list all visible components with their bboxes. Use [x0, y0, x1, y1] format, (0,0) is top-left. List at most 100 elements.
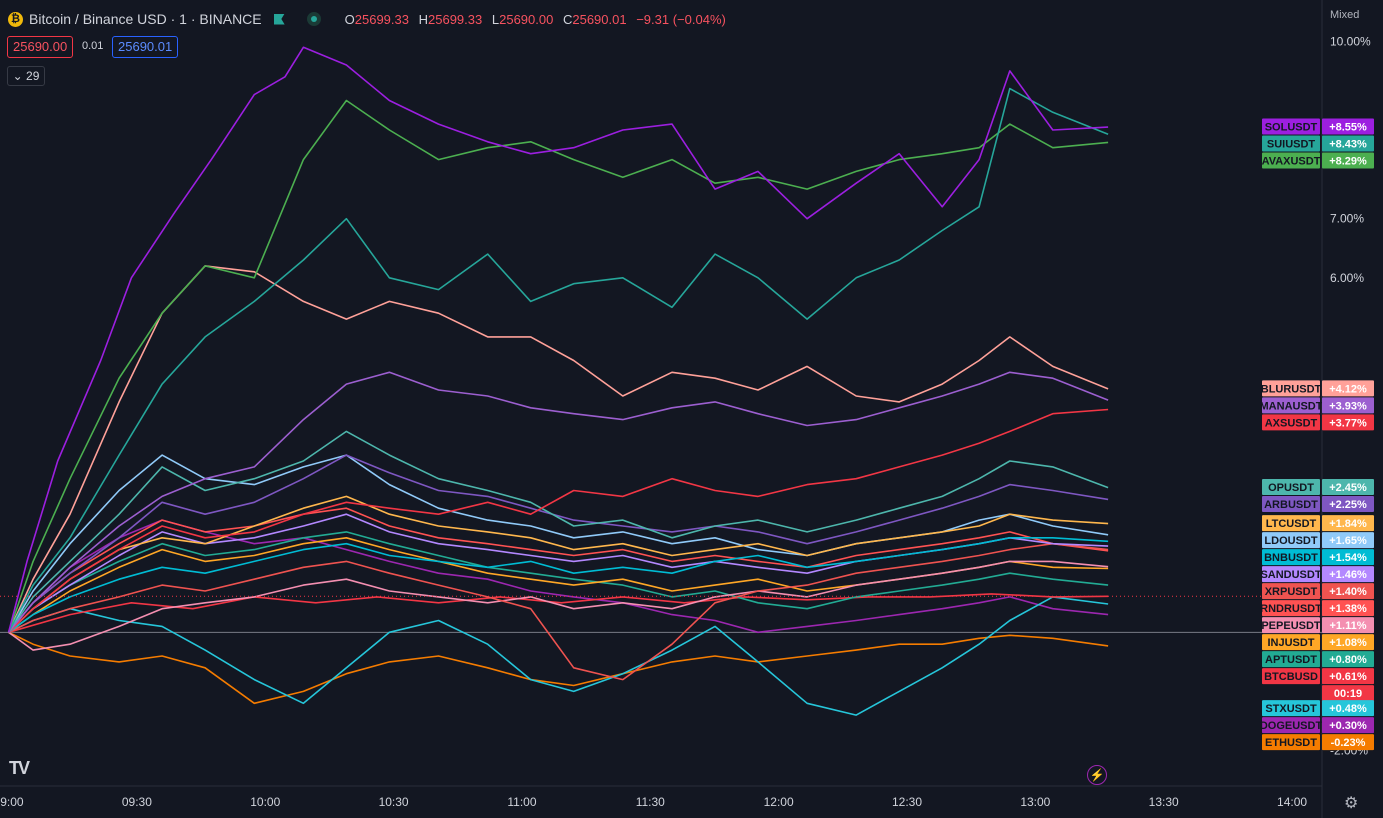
series-value-box-blurusdt	[1322, 380, 1374, 397]
scale-mode-label[interactable]: Mixed	[1330, 9, 1360, 21]
series-value-blurusdt: +4.12%	[1329, 383, 1367, 395]
series-value-axsusdt: +3.77%	[1329, 417, 1367, 429]
series-name-rndrusdt[interactable]: RNDRUSDT	[1260, 603, 1322, 615]
series-name-box-ethusdt[interactable]	[1262, 734, 1320, 751]
series-name-suiusdt[interactable]: SUIUSDT	[1267, 139, 1316, 151]
series-name-blurusdt[interactable]: BLURUSDT	[1261, 383, 1322, 395]
series-line-axsusdt[interactable]	[8, 408, 1109, 633]
series-line-ethusdt[interactable]	[8, 631, 1109, 705]
series-value-avaxusdt: +8.29%	[1329, 156, 1367, 168]
series-name-box-ltcusdt[interactable]	[1262, 515, 1320, 532]
series-name-box-axsusdt[interactable]	[1262, 414, 1320, 431]
series-line-ltcusdt[interactable]	[8, 495, 1109, 633]
series-value-box-rndrusdt	[1322, 600, 1374, 617]
series-name-box-ldousdt[interactable]	[1262, 532, 1320, 549]
series-line-suiusdt[interactable]	[7, 87, 1109, 633]
series-name-xrpusdt[interactable]: XRPUSDT	[1265, 586, 1318, 598]
series-value-rndrusdt: +1.38%	[1329, 603, 1367, 615]
series-line-btcbusd[interactable]	[8, 593, 1109, 634]
market-status-icon	[306, 12, 321, 26]
series-line-solusdt[interactable]	[7, 46, 1109, 633]
series-value-aptusdt: +0.80%	[1329, 654, 1367, 666]
flag-icon[interactable]	[273, 13, 285, 25]
gear-icon[interactable]: ⚙	[1344, 795, 1359, 812]
series-value-box-bnbusdt	[1322, 549, 1374, 566]
series-name-box-pepeusdt[interactable]	[1262, 617, 1320, 634]
series-name-box-rndrusdt[interactable]	[1262, 600, 1320, 617]
series-name-dogeusdt[interactable]: DOGEUSDT	[1260, 720, 1323, 732]
series-name-bnbusdt[interactable]: BNBUSDT	[1264, 552, 1318, 564]
lightning-icon[interactable]: ⚡	[1087, 765, 1107, 785]
series-name-box-manausdt[interactable]	[1262, 397, 1320, 414]
series-name-box-suiusdt[interactable]	[1262, 135, 1320, 152]
series-value-box-stxusdt	[1322, 700, 1374, 717]
series-line-manausdt[interactable]	[7, 371, 1109, 633]
series-value-xrpusdt: +1.40%	[1329, 586, 1367, 598]
series-name-box-avaxusdt[interactable]	[1262, 152, 1320, 169]
series-name-ltcusdt[interactable]: LTCUSDT	[1266, 518, 1317, 530]
series-value-box-ldousdt	[1322, 532, 1374, 549]
series-line-bnbusdt[interactable]	[8, 536, 1109, 633]
series-value-ethusdt: -0.23%	[1331, 737, 1366, 749]
series-line-pepeusdt[interactable]	[8, 560, 1109, 651]
series-value-box-arbusdt	[1322, 496, 1374, 513]
series-name-axsusdt[interactable]: AXSUSDT	[1265, 417, 1318, 429]
series-name-sandusdt[interactable]: SANDUSDT	[1260, 569, 1321, 581]
tradingview-logo-icon[interactable]: TV	[9, 758, 30, 778]
series-name-avaxusdt[interactable]: AVAXUSDT	[1262, 156, 1321, 168]
series-name-box-bnbusdt[interactable]	[1262, 549, 1320, 566]
series-name-injusdt[interactable]: INJUSDT	[1267, 637, 1314, 649]
plot-area[interactable]	[0, 0, 1322, 786]
symbol-header: ₿ Bitcoin / Binance USD · 1 · BINANCE O2…	[8, 9, 732, 29]
series-value-box-injusdt	[1322, 634, 1374, 651]
series-name-solusdt[interactable]: SOLUSDT	[1265, 122, 1318, 134]
series-value-bnbusdt: +1.54%	[1329, 552, 1367, 564]
series-line-opusdt[interactable]	[7, 430, 1109, 633]
x-tick-label: 13:00	[1020, 795, 1050, 809]
series-name-box-solusdt[interactable]	[1262, 118, 1320, 135]
series-name-arbusdt[interactable]: ARBUSDT	[1264, 499, 1318, 511]
series-name-ldousdt[interactable]: LDOUSDT	[1264, 535, 1317, 547]
x-tick-label: 13:30	[1149, 795, 1179, 809]
series-name-opusdt[interactable]: OPUSDT	[1268, 482, 1314, 494]
bar-countdown-box	[1322, 685, 1374, 702]
series-value-sandusdt: +1.46%	[1329, 569, 1367, 581]
series-name-box-arbusdt[interactable]	[1262, 496, 1320, 513]
sell-price-button[interactable]: 25690.00	[7, 36, 74, 58]
buy-price-button[interactable]: 25690.01	[112, 36, 179, 58]
series-name-ethusdt[interactable]: ETHUSDT	[1265, 737, 1317, 749]
series-line-stxusdt[interactable]	[8, 596, 1109, 716]
series-name-box-xrpusdt[interactable]	[1262, 583, 1320, 600]
series-name-box-btcbusd[interactable]	[1262, 668, 1320, 685]
series-value-box-aptusdt	[1322, 651, 1374, 668]
series-name-box-injusdt[interactable]	[1262, 634, 1320, 651]
series-name-manausdt[interactable]: MANAUSDT	[1260, 400, 1323, 412]
series-line-aptusdt[interactable]	[8, 531, 1109, 633]
indicators-collapse-button[interactable]: ⌄ 29	[7, 66, 45, 86]
series-name-box-sandusdt[interactable]	[1262, 566, 1320, 583]
ohlc-values: O25699.33 H25699.33 L25690.00 C25690.01 …	[344, 11, 726, 27]
series-name-stxusdt[interactable]: STXUSDT	[1265, 703, 1317, 715]
series-name-pepeusdt[interactable]: PEPEUSDT	[1261, 620, 1321, 632]
series-name-btcbusd[interactable]: BTCBUSD	[1264, 671, 1318, 683]
series-name-box-opusdt[interactable]	[1262, 479, 1320, 496]
series-line-rndrusdt[interactable]	[7, 507, 1109, 633]
x-tick-label: 11:30	[636, 795, 665, 809]
series-value-stxusdt: +0.48%	[1329, 703, 1367, 715]
x-tick-label: 12:00	[764, 795, 794, 809]
symbol-title[interactable]: Bitcoin / Binance USD · 1 · BINANCE	[29, 11, 262, 27]
series-name-aptusdt[interactable]: APTUSDT	[1265, 654, 1317, 666]
series-value-ldousdt: +1.65%	[1329, 535, 1367, 547]
series-name-box-aptusdt[interactable]	[1262, 651, 1320, 668]
series-name-box-stxusdt[interactable]	[1262, 700, 1320, 717]
series-value-box-ethusdt	[1322, 734, 1374, 751]
series-value-btcbusd: +0.61%	[1329, 671, 1367, 683]
series-name-box-dogeusdt[interactable]	[1262, 717, 1320, 734]
series-value-box-avaxusdt	[1322, 152, 1374, 169]
series-line-xrpusdt[interactable]	[8, 542, 1109, 681]
chevron-down-icon: ⌄	[12, 69, 23, 83]
series-value-box-ltcusdt	[1322, 515, 1374, 532]
series-name-box-blurusdt[interactable]	[1262, 380, 1320, 397]
series-value-opusdt: +2.45%	[1329, 482, 1367, 494]
